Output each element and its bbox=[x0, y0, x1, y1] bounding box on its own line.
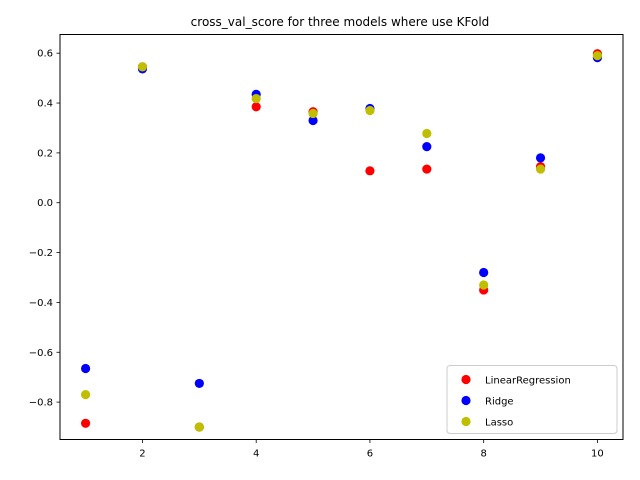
data-point-lasso-8 bbox=[479, 280, 489, 290]
data-points bbox=[80, 49, 603, 432]
y-axis: −0.8 −0.6 −0.4 −0.2 0.0 0.2 0.4 0.6 bbox=[29, 49, 60, 409]
data-point-linearregression-1 bbox=[80, 418, 91, 428]
data-point-lasso-10 bbox=[592, 51, 603, 61]
y-tick-label: −0.6 bbox=[29, 348, 53, 359]
legend-marker-ridge bbox=[461, 395, 471, 406]
y-tick-label: 0.0 bbox=[37, 198, 53, 209]
data-point-ridge-5 bbox=[308, 115, 318, 126]
x-tick-label: 10 bbox=[591, 449, 604, 460]
data-point-lasso-5 bbox=[308, 108, 318, 119]
data-point-lasso-3 bbox=[194, 422, 204, 432]
legend-marker-lasso bbox=[461, 416, 471, 427]
y-tick-label: −0.2 bbox=[29, 248, 53, 259]
legend-label-linearregression: LinearRegression bbox=[485, 375, 571, 386]
legend: LinearRegression Ridge Lasso bbox=[446, 365, 618, 434]
data-point-lasso-9 bbox=[535, 164, 546, 174]
y-tick-label: −0.4 bbox=[29, 298, 53, 309]
data-point-linearregression-7 bbox=[422, 164, 432, 174]
data-point-lasso-4 bbox=[251, 93, 261, 104]
data-point-ridge-1 bbox=[80, 363, 91, 374]
x-tick-label: 4 bbox=[253, 449, 259, 460]
data-point-ridge-8 bbox=[479, 267, 489, 278]
data-point-lasso-6 bbox=[365, 105, 375, 116]
y-tick-label: −0.8 bbox=[29, 398, 53, 409]
data-point-linearregression-6 bbox=[365, 166, 375, 176]
legend-box bbox=[446, 365, 618, 434]
x-tick-label: 6 bbox=[367, 449, 373, 460]
x-tick-label: 2 bbox=[139, 449, 145, 460]
x-tick-label: 8 bbox=[480, 449, 486, 460]
x-axis: 2 4 6 8 10 bbox=[139, 439, 604, 460]
plot-area bbox=[59, 34, 624, 440]
legend-label-lasso: Lasso bbox=[485, 417, 513, 428]
data-point-lasso-7 bbox=[422, 128, 432, 139]
data-point-ridge-7 bbox=[422, 142, 432, 152]
chart-title: cross_val_score for three models where u… bbox=[191, 15, 490, 29]
y-tick-label: 0.2 bbox=[37, 148, 53, 159]
data-point-linearregression-4 bbox=[251, 102, 261, 112]
data-point-ridge-3 bbox=[194, 378, 204, 389]
legend-label-ridge: Ridge bbox=[485, 396, 514, 407]
legend-marker-linearregression bbox=[461, 374, 471, 385]
y-tick-label: 0.4 bbox=[37, 99, 53, 110]
data-point-lasso-2 bbox=[137, 62, 148, 72]
y-tick-label: 0.6 bbox=[37, 49, 53, 60]
data-point-lasso-1 bbox=[80, 390, 91, 400]
data-point-ridge-9 bbox=[535, 153, 546, 163]
